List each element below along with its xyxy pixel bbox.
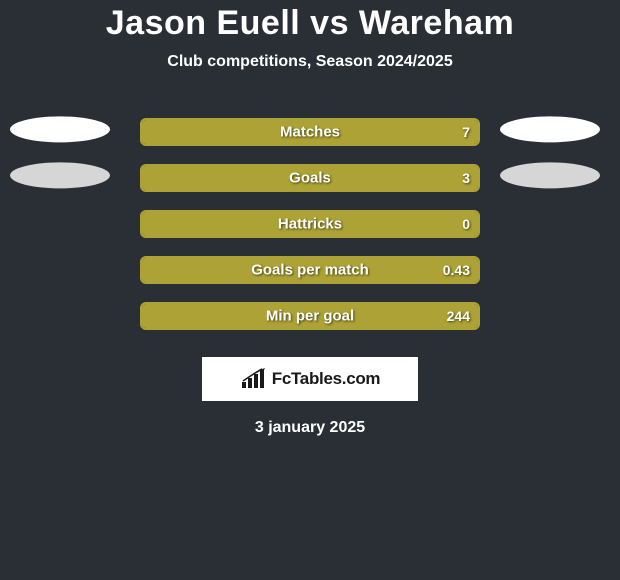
right-oval bbox=[500, 116, 600, 142]
stat-value: 244 bbox=[447, 308, 470, 324]
stat-bar: Matches 7 bbox=[140, 118, 480, 146]
left-oval bbox=[10, 116, 110, 142]
stat-row: Matches 7 bbox=[0, 109, 620, 155]
logo-box[interactable]: FcTables.com bbox=[202, 357, 418, 401]
subtitle: Club competitions, Season 2024/2025 bbox=[0, 53, 620, 71]
stat-value: 0.43 bbox=[443, 262, 470, 278]
left-oval bbox=[10, 162, 110, 188]
stat-bar: Goals 3 bbox=[140, 164, 480, 192]
stat-bar: Goals per match 0.43 bbox=[140, 256, 480, 284]
logo-text: FcTables.com bbox=[272, 369, 381, 389]
stat-row: Goals per match 0.43 bbox=[0, 247, 620, 293]
page-title: Jason Euell vs Wareham bbox=[0, 4, 620, 43]
stats-rows: Matches 7 Goals 3 Hattricks 0 Goals per match 0… bbox=[0, 109, 620, 339]
stat-label: Hattricks bbox=[278, 216, 342, 233]
stat-value: 0 bbox=[462, 216, 470, 232]
stat-value: 7 bbox=[462, 124, 470, 140]
date-label: 3 january 2025 bbox=[0, 419, 620, 437]
stat-row: Hattricks 0 bbox=[0, 201, 620, 247]
bar-chart-icon bbox=[240, 368, 266, 390]
right-oval bbox=[500, 162, 600, 188]
stat-row: Min per goal 244 bbox=[0, 293, 620, 339]
stat-label: Min per goal bbox=[266, 308, 354, 325]
stat-label: Matches bbox=[280, 124, 340, 141]
stat-label: Goals per match bbox=[251, 262, 369, 279]
stat-bar: Hattricks 0 bbox=[140, 210, 480, 238]
stat-bar: Min per goal 244 bbox=[140, 302, 480, 330]
stat-row: Goals 3 bbox=[0, 155, 620, 201]
stats-card: Jason Euell vs Wareham Club competitions… bbox=[0, 0, 620, 437]
logo: FcTables.com bbox=[240, 368, 381, 390]
stat-label: Goals bbox=[289, 170, 331, 187]
stat-value: 3 bbox=[462, 170, 470, 186]
